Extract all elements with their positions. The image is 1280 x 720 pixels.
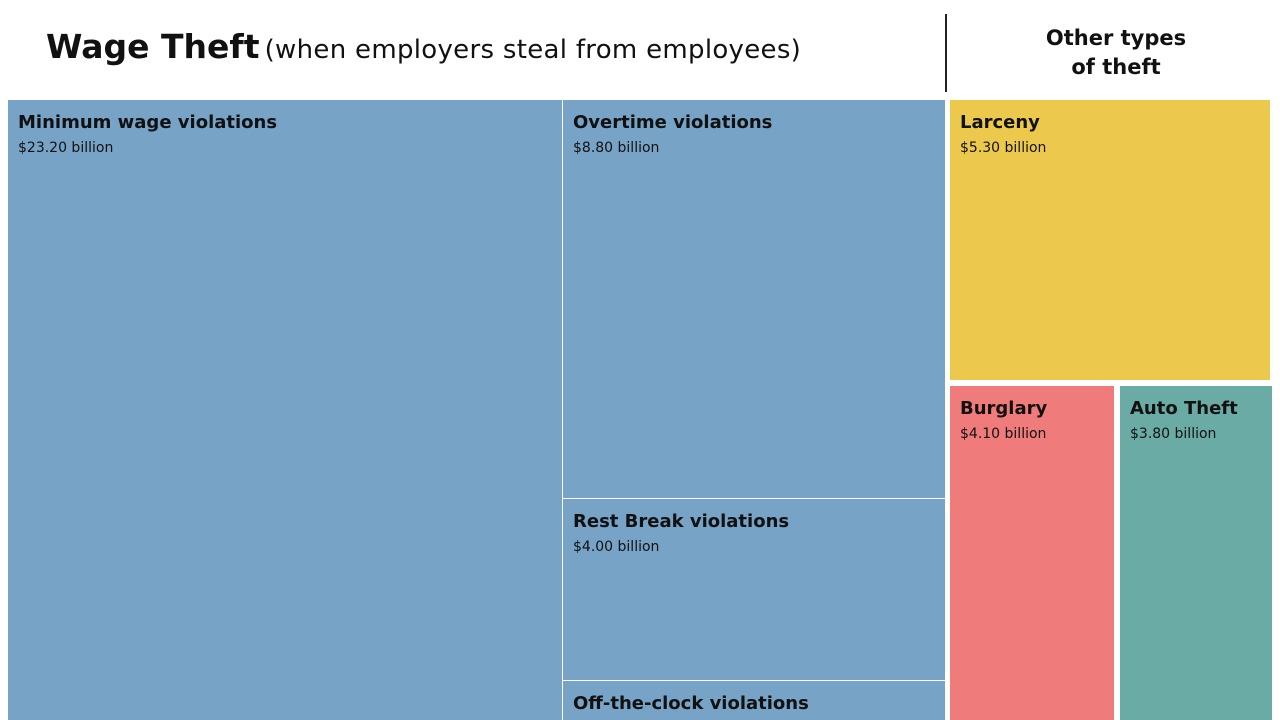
tile-label: Auto Theft bbox=[1130, 398, 1238, 419]
tile-label: Overtime violations bbox=[573, 112, 773, 133]
tile-overtime-violations: Overtime violations $8.80 billion bbox=[563, 100, 945, 498]
tile-value: $4.00 billion bbox=[573, 539, 660, 555]
tile-value: $23.20 billion bbox=[18, 140, 114, 156]
tile-auto-theft: Auto Theft $3.80 billion bbox=[1120, 386, 1272, 720]
tile-label: Off-the-clock violations bbox=[573, 693, 809, 714]
tile-burglary: Burglary $4.10 billion bbox=[950, 386, 1114, 720]
tile-label: Rest Break violations bbox=[573, 511, 790, 532]
tile-rest-break-violations: Rest Break violations $4.00 billion bbox=[563, 499, 945, 680]
tile-larceny: Larceny $5.30 billion bbox=[950, 100, 1270, 380]
title-divider bbox=[945, 14, 947, 92]
chart-title: Wage Theft (when employers steal from em… bbox=[46, 24, 801, 70]
tile-value: $4.10 billion bbox=[960, 426, 1047, 442]
tile-label: Burglary bbox=[960, 398, 1048, 419]
tile-label: Larceny bbox=[960, 112, 1040, 133]
other-theft-group-title: Other types of theft bbox=[1045, 26, 1187, 79]
tile-label: Minimum wage violations bbox=[18, 112, 278, 133]
tile-value: $3.80 billion bbox=[1130, 426, 1217, 442]
tile-value: $5.30 billion bbox=[960, 140, 1047, 156]
chart-subtitle: (when employers steal from employees) bbox=[264, 35, 802, 65]
tile-off-the-clock-violations: Off-the-clock violations bbox=[563, 681, 945, 720]
chart-title-main: Wage Theft bbox=[46, 27, 260, 66]
tile-value: $8.80 billion bbox=[573, 140, 660, 156]
tile-minimum-wage-violations: Minimum wage violations $23.20 billion bbox=[8, 100, 562, 720]
